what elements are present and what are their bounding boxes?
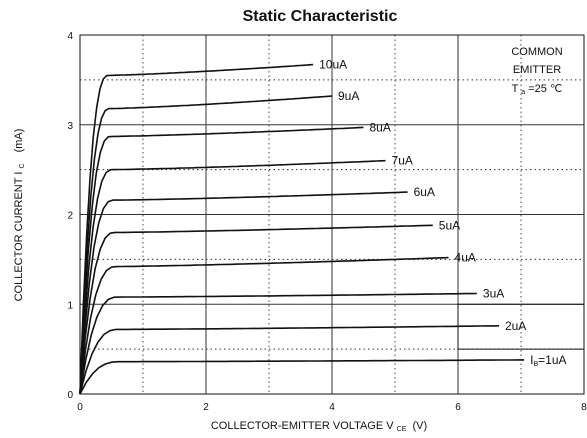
y-axis-label-main: COLLECTOR CURRENT I	[13, 172, 25, 302]
curve-3uA	[79, 292, 477, 395]
curve-5uA	[79, 224, 433, 395]
curve-4uA	[79, 256, 449, 395]
curve-9uA	[79, 95, 333, 395]
curve-label-8uA: 8uA	[370, 120, 391, 134]
y-axis-label-sub: C	[19, 163, 26, 168]
y-tick-label: 4	[67, 31, 73, 42]
plot-frame	[79, 34, 585, 395]
annotation-temp-prefix: T	[512, 83, 519, 95]
curve-labels: 10uA 9uA 8uA 7uA 6uA 5uA 4uA 3uA 2uA IB=1uA	[319, 58, 566, 368]
y-axis-label: COLLECTOR CURRENT I C (mA)	[13, 129, 27, 302]
tick-labels: 0 2 4 6 8 0 1 2 3 4	[67, 31, 587, 413]
y-tick-label: 0	[67, 390, 73, 401]
curve-label-5uA: 5uA	[439, 218, 460, 232]
curve-2uA	[79, 325, 500, 395]
curve-7uA	[79, 159, 386, 395]
curve-label-2uA: 2uA	[505, 319, 526, 333]
y-tick-label: 3	[67, 121, 73, 132]
annotation-box: COMMON EMITTER T a =25 ℃	[511, 46, 563, 97]
x-axis-label-main: COLLECTOR-EMITTER VOLTAGE V	[211, 420, 394, 432]
x-axis-label: COLLECTOR-EMITTER VOLTAGE V CE (V)	[211, 420, 427, 434]
x-axis-label-sub: CE	[397, 426, 407, 433]
annotation-temp-suffix: =25 ℃	[528, 83, 562, 95]
curve-label-7uA: 7uA	[392, 154, 413, 168]
curve-label-3uA: 3uA	[483, 286, 504, 300]
x-tick-label: 8	[581, 402, 587, 413]
curve-label-4uA: 4uA	[455, 251, 476, 265]
x-tick-label: 0	[77, 402, 83, 413]
x-tick-label: 6	[455, 402, 461, 413]
curve-6uA	[79, 191, 408, 395]
y-tick-label: 2	[67, 211, 73, 222]
curve-label-9uA: 9uA	[338, 89, 359, 103]
x-axis-label-unit: (V)	[412, 420, 427, 432]
curve-label-1uA: IB=1uA	[530, 353, 566, 368]
chart-title: Static Characteristic	[243, 8, 398, 25]
y-tick-label: 1	[67, 300, 73, 311]
curve-10uA	[79, 63, 314, 395]
annotation-temp-sub: a	[521, 89, 525, 96]
annotation-line2: EMITTER	[513, 64, 561, 76]
curve-label-6uA: 6uA	[414, 185, 435, 199]
x-tick-label: 2	[203, 402, 209, 413]
curve-label-10uA: 10uA	[319, 58, 347, 72]
annotation-line1: COMMON	[511, 46, 562, 58]
x-tick-label: 4	[329, 402, 335, 413]
curve-8uA	[79, 126, 364, 395]
curve-1uA	[79, 359, 525, 395]
annotation-line3: T a =25 ℃	[512, 83, 563, 97]
curves	[79, 63, 525, 395]
y-axis-label-unit: (mA)	[13, 129, 25, 153]
grid	[80, 35, 584, 394]
